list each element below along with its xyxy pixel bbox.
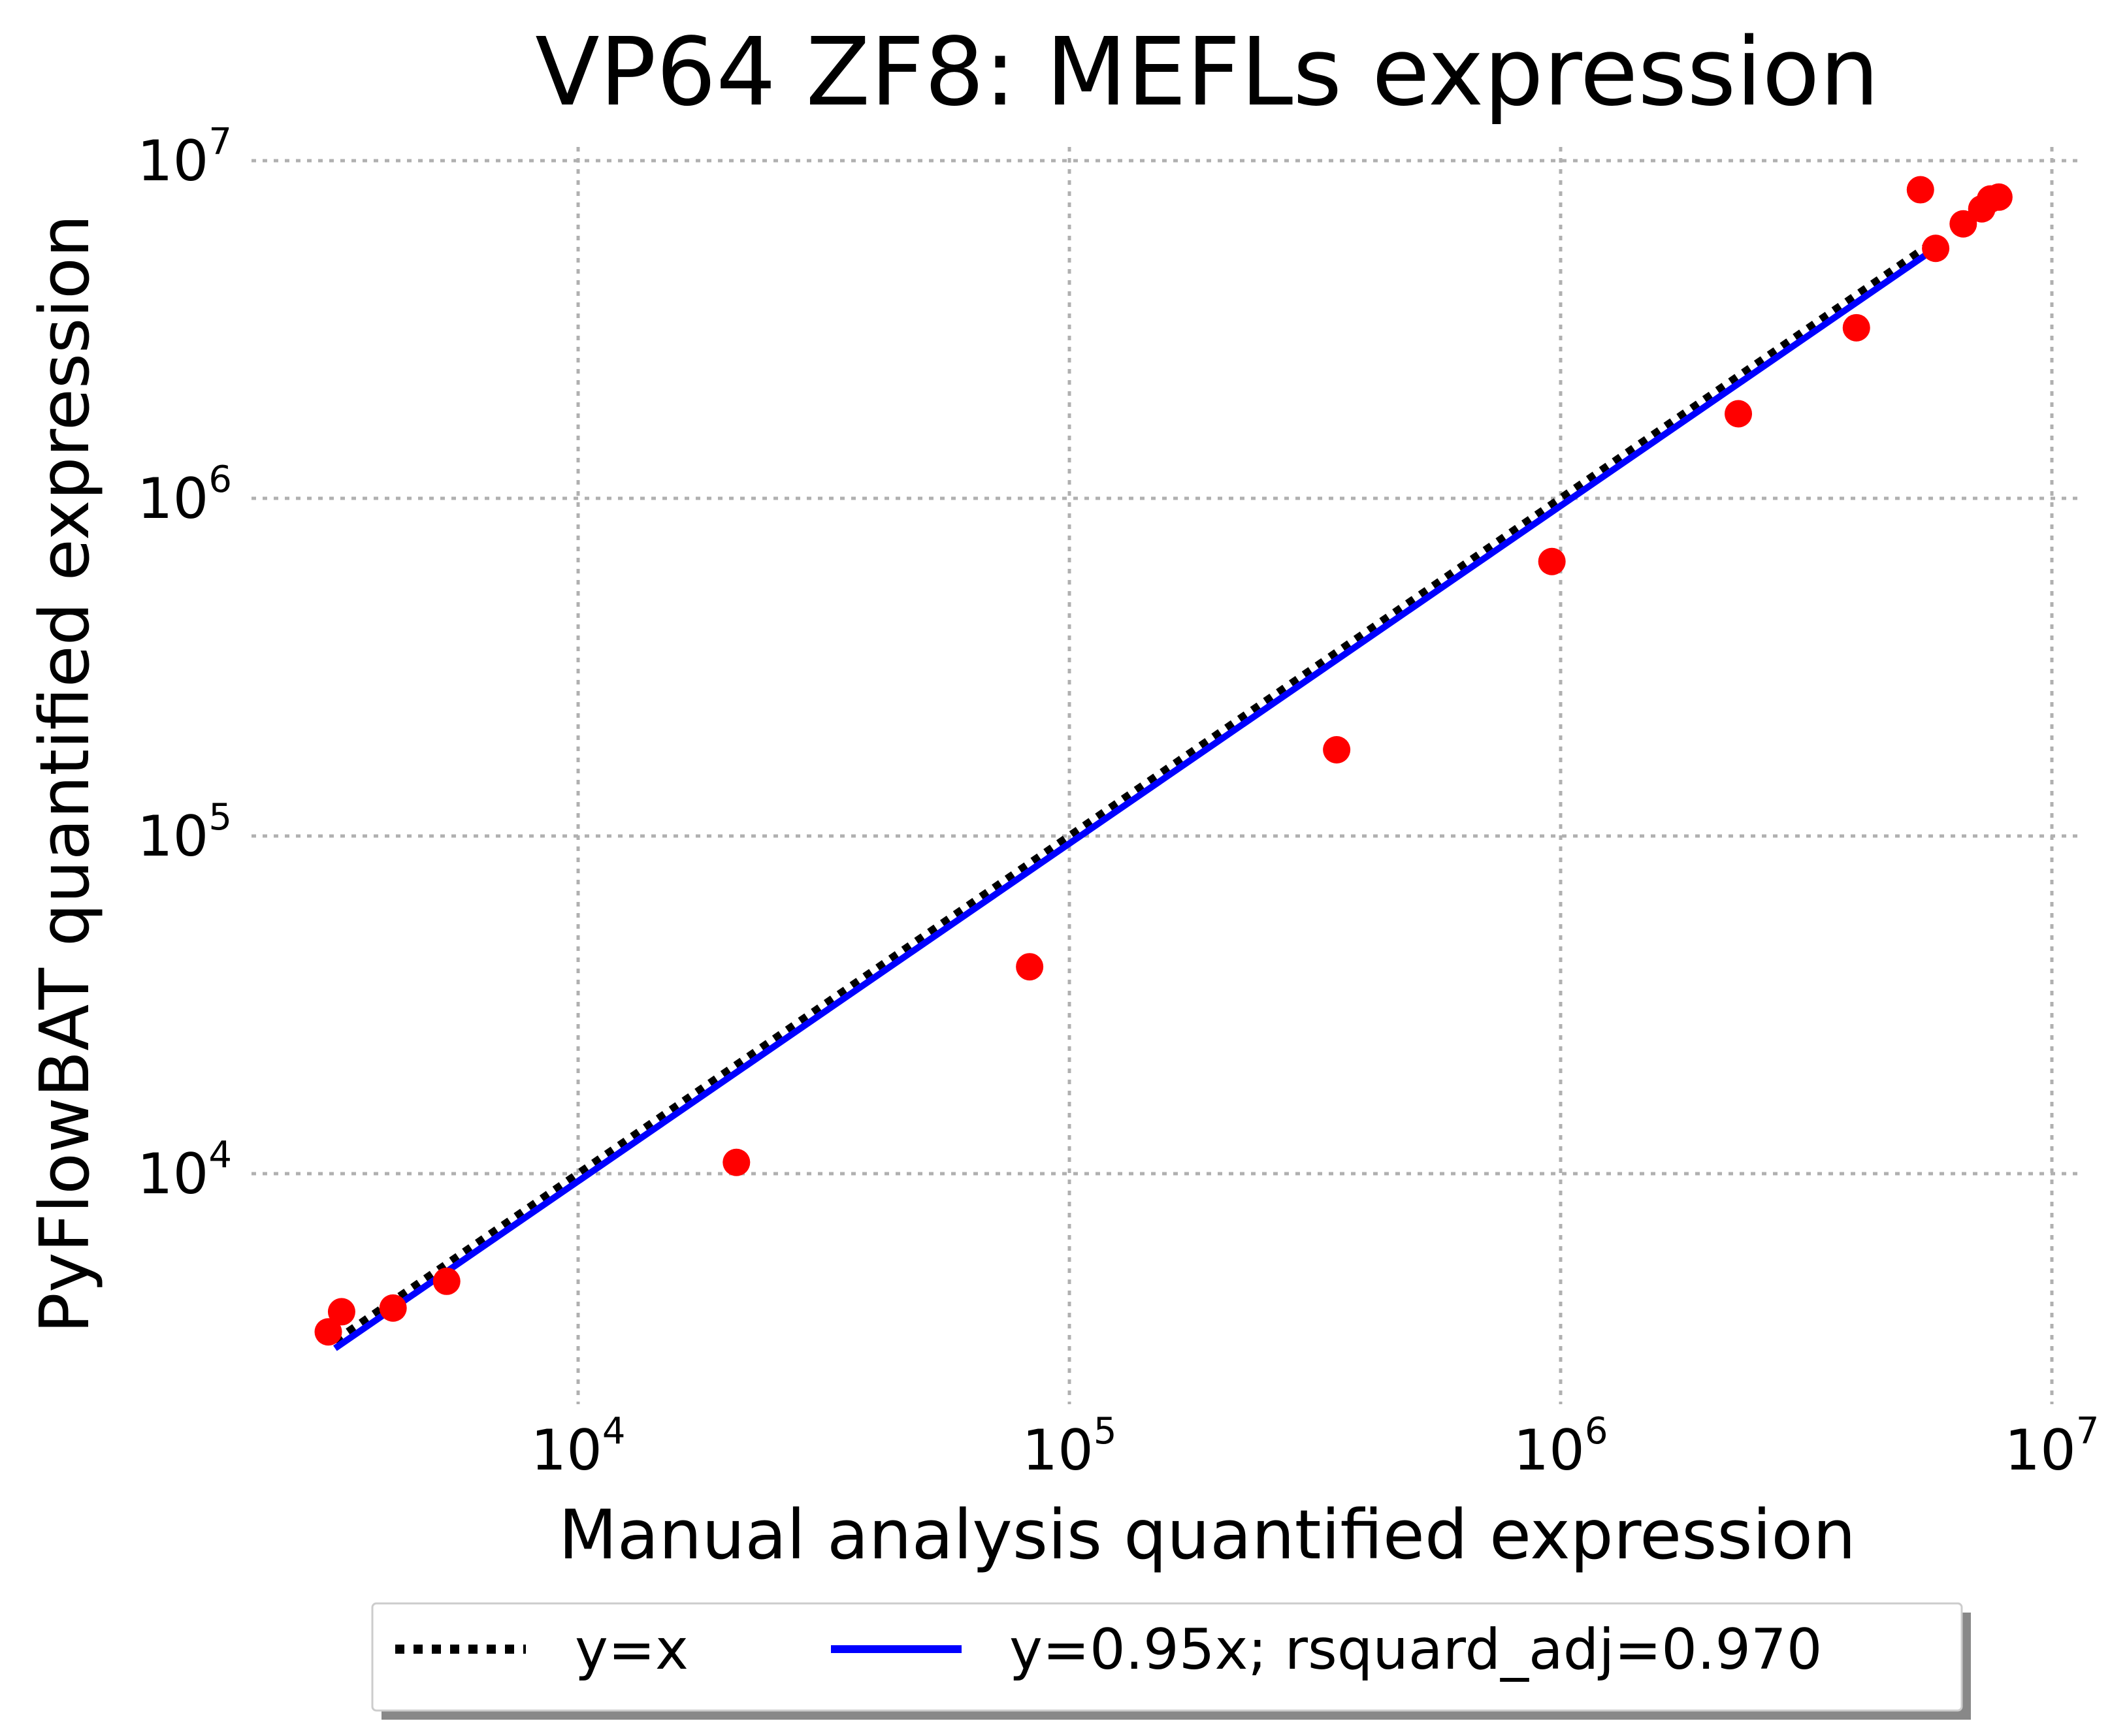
- data-point: [1922, 234, 1950, 263]
- data-point: [327, 1298, 355, 1326]
- x-tick-base: 10: [1513, 1418, 1584, 1483]
- y-axis-label: PyFlowBAT quantified expression: [25, 214, 105, 1333]
- y-tick-label: 107: [137, 121, 232, 194]
- data-point: [1906, 176, 1934, 204]
- data-point: [1725, 400, 1753, 428]
- data-point: [314, 1318, 342, 1346]
- y-tick-base: 10: [137, 466, 208, 532]
- series: [333, 242, 1931, 1351]
- chart-title: VP64 ZF8: MEFLs expression: [535, 17, 1879, 127]
- data-point: [1016, 953, 1044, 981]
- x-tick-label: 105: [1022, 1410, 1116, 1483]
- data-point: [723, 1148, 751, 1176]
- y-tick-label: 106: [137, 458, 232, 532]
- y-tick-exponent: 5: [208, 796, 232, 839]
- x-tick-label: 104: [530, 1410, 625, 1483]
- data-point: [1538, 547, 1566, 575]
- x-tick-exponent: 5: [1094, 1410, 1117, 1453]
- data-point: [1985, 183, 2013, 211]
- legend-box: [371, 1602, 1963, 1712]
- legend-label-y-equals-x: y=x: [575, 1617, 689, 1682]
- legend-label-fit: y=0.95x; rsquard_adj=0.970: [1009, 1617, 1822, 1682]
- grid: [252, 147, 2081, 1404]
- data-points: [314, 176, 2013, 1346]
- x-axis-label: Manual analysis quantified expression: [559, 1495, 1856, 1575]
- x-tick-base: 10: [1022, 1418, 1093, 1483]
- x-tick-exponent: 6: [1585, 1410, 1608, 1453]
- x-tick-exponent: 4: [602, 1410, 626, 1453]
- x-tick-label: 106: [1513, 1410, 1608, 1483]
- x-tick-labels: 104 105 106 107: [530, 1410, 2099, 1483]
- data-point: [1842, 313, 1870, 342]
- fit-line: [333, 250, 1930, 1351]
- y-tick-base: 10: [137, 1142, 208, 1207]
- data-point: [1323, 736, 1351, 764]
- x-tick-base: 10: [2004, 1418, 2075, 1483]
- y-tick-base: 10: [137, 129, 208, 194]
- y-tick-label: 104: [137, 1134, 232, 1207]
- y-tick-label: 105: [137, 796, 232, 869]
- y-tick-exponent: 7: [208, 121, 232, 163]
- y-tick-exponent: 6: [208, 458, 232, 501]
- x-tick-exponent: 7: [2076, 1410, 2100, 1453]
- data-point: [1949, 210, 1977, 238]
- legend: y=x y=0.95x; rsquard_adj=0.970: [371, 1602, 1971, 1720]
- x-tick-base: 10: [530, 1418, 602, 1483]
- data-point: [379, 1294, 407, 1322]
- y-tick-base: 10: [137, 804, 208, 869]
- y-tick-exponent: 4: [208, 1134, 232, 1176]
- x-tick-label: 107: [2004, 1410, 2099, 1483]
- data-point: [432, 1267, 461, 1295]
- identity-line: [333, 242, 1931, 1344]
